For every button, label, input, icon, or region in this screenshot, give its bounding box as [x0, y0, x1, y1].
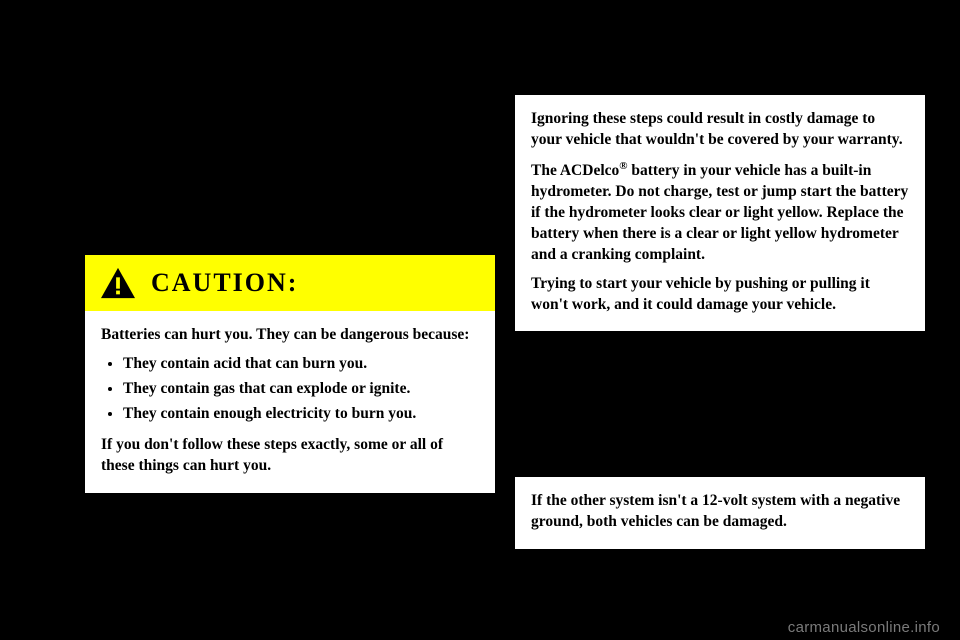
caution-outro: If you don't follow these steps exactly,… — [101, 435, 479, 477]
notice-box-1: Ignoring these steps could result in cos… — [515, 95, 925, 331]
caution-bullet: They contain gas that can explode or ign… — [123, 379, 479, 400]
page: CAUTION: Batteries can hurt you. They ca… — [0, 0, 960, 640]
caution-bullet: They contain acid that can burn you. — [123, 354, 479, 375]
watermark: carmanualsonline.info — [788, 619, 940, 636]
caution-intro: Batteries can hurt you. They can be dang… — [101, 325, 479, 346]
caution-header: CAUTION: — [85, 255, 495, 311]
notice2-p1: If the other system isn't a 12-volt syst… — [531, 491, 909, 533]
caution-bullet: They contain enough electricity to burn … — [123, 404, 479, 425]
notice1-p1: Ignoring these steps could result in cos… — [531, 109, 909, 151]
caution-bullets: They contain acid that can burn you. The… — [101, 354, 479, 425]
notice1-p3: Trying to start your vehicle by pushing … — [531, 274, 909, 316]
notice-box-2: If the other system isn't a 12-volt syst… — [515, 477, 925, 549]
left-column: CAUTION: Batteries can hurt you. They ca… — [85, 255, 495, 493]
notice1-p2: The ACDelco® battery in your vehicle has… — [531, 159, 909, 266]
warning-triangle-icon — [99, 266, 137, 300]
notice1-p2a: The ACDelco — [531, 162, 619, 179]
column-gap — [515, 331, 925, 477]
caution-body-box: Batteries can hurt you. They can be dang… — [85, 311, 495, 493]
caution-label: CAUTION: — [151, 268, 298, 298]
right-column: Ignoring these steps could result in cos… — [515, 95, 925, 549]
